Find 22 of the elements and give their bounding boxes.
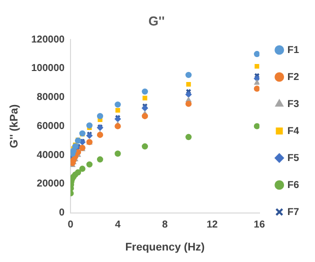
chart-title: G'' <box>148 13 165 28</box>
legend-label: F7 <box>287 206 300 218</box>
y-tick-label: 120000 <box>31 34 65 46</box>
y-tick-label: 100000 <box>31 63 65 74</box>
y-axis-title: G'' (kPa) <box>8 104 21 148</box>
x-tick-label: 0 <box>68 220 74 231</box>
x-tick-label: 12 <box>206 220 218 231</box>
legend-label: F2 <box>287 72 300 83</box>
x-tick-label: 4 <box>114 220 121 231</box>
y-tick-label: 60000 <box>36 120 66 132</box>
x-tick-label: 16 <box>254 220 266 231</box>
legend-label: F6 <box>287 180 300 191</box>
y-tick-label: 20000 <box>36 178 66 190</box>
x-tick-label: 8 <box>162 220 168 231</box>
legend-label: F5 <box>287 152 300 164</box>
y-tick-label: 0 <box>59 208 66 219</box>
legend-label: F1 <box>287 44 300 56</box>
y-tick-label: 40000 <box>36 150 66 161</box>
legend-label: F3 <box>287 98 300 110</box>
x-axis-title: Frequency (Hz) <box>125 241 206 254</box>
y-tick-label: 80000 <box>36 92 66 104</box>
legend-label: F4 <box>287 126 300 137</box>
